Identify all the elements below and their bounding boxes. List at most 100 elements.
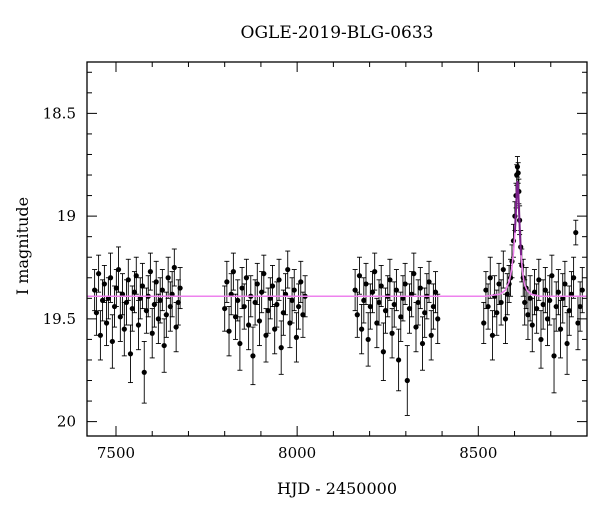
data-point xyxy=(109,338,115,345)
data-layer xyxy=(92,156,585,416)
data-point xyxy=(564,340,570,347)
data-point xyxy=(544,316,551,322)
data-point xyxy=(167,303,173,310)
data-point xyxy=(411,271,417,277)
data-point xyxy=(272,326,278,332)
data-point xyxy=(402,281,408,287)
x-tick-label: 7500 xyxy=(97,444,135,462)
data-point xyxy=(245,322,252,328)
data-point xyxy=(295,303,302,310)
model-curve-peak xyxy=(513,181,523,256)
data-point xyxy=(93,310,100,316)
chart-title: OGLE-2019-BLG-0633 xyxy=(241,23,434,43)
data-point xyxy=(398,314,404,320)
data-point xyxy=(261,271,267,277)
data-point xyxy=(570,275,577,281)
data-point xyxy=(534,305,540,312)
data-point xyxy=(496,281,502,287)
data-point xyxy=(131,289,138,295)
data-point xyxy=(391,301,397,308)
data-point xyxy=(415,299,421,306)
data-point xyxy=(107,275,114,281)
data-point xyxy=(485,303,491,310)
x-tick-label: 8500 xyxy=(459,444,497,462)
data-point xyxy=(133,273,139,279)
data-point xyxy=(113,285,119,291)
data-point xyxy=(274,301,280,308)
data-point xyxy=(125,277,131,283)
data-point xyxy=(143,308,150,314)
data-point xyxy=(97,332,104,338)
data-point xyxy=(141,369,147,375)
data-point xyxy=(135,322,142,328)
y-tick-label: 18.5 xyxy=(43,104,76,122)
y-tick-label: 19 xyxy=(57,207,76,225)
data-point xyxy=(153,279,159,285)
data-point xyxy=(289,297,295,303)
data-point xyxy=(173,324,179,330)
data-point xyxy=(151,301,157,308)
data-point xyxy=(359,326,365,332)
y-tick-label: 20 xyxy=(57,413,76,431)
data-point xyxy=(536,277,542,283)
data-point xyxy=(222,305,228,312)
x-axis-label: HJD - 2450000 xyxy=(277,479,397,498)
data-point xyxy=(504,291,510,297)
data-point xyxy=(372,269,378,275)
data-point xyxy=(417,285,423,291)
data-point xyxy=(237,340,243,347)
data-point xyxy=(481,320,487,326)
data-point xyxy=(514,164,521,170)
data-point xyxy=(382,308,389,314)
data-point xyxy=(393,287,400,293)
data-point xyxy=(254,281,260,287)
data-point xyxy=(577,303,583,310)
data-point xyxy=(101,281,107,287)
data-point xyxy=(232,314,239,320)
data-point xyxy=(265,308,271,314)
data-point xyxy=(551,353,557,359)
data-point xyxy=(363,281,369,287)
data-point xyxy=(428,332,434,338)
data-point xyxy=(500,266,506,273)
data-point xyxy=(298,279,304,285)
data-point xyxy=(483,287,489,293)
data-point xyxy=(487,275,493,281)
data-point xyxy=(542,287,548,293)
data-point xyxy=(139,283,146,289)
data-point xyxy=(369,289,376,295)
data-point xyxy=(498,299,504,306)
data-point xyxy=(367,303,373,310)
data-point xyxy=(422,310,428,316)
y-tick-label: 19.5 xyxy=(43,310,76,328)
data-point xyxy=(489,332,496,338)
axes-layer: 7500 8000 8500 18.5 19 19.5 20 xyxy=(43,61,588,462)
data-point xyxy=(538,336,544,343)
data-point xyxy=(562,281,568,287)
data-point xyxy=(165,275,171,281)
data-point xyxy=(502,316,509,322)
data-point xyxy=(163,312,169,318)
data-point xyxy=(555,289,561,295)
data-point xyxy=(354,312,360,318)
data-point xyxy=(123,299,130,306)
data-point xyxy=(241,303,247,310)
data-point xyxy=(115,266,122,273)
data-point xyxy=(378,283,384,289)
data-point xyxy=(395,357,402,363)
data-point xyxy=(99,297,106,303)
data-point xyxy=(549,273,555,279)
data-point xyxy=(575,320,581,326)
data-point xyxy=(300,312,306,318)
data-point xyxy=(566,308,572,314)
data-point xyxy=(419,340,426,347)
data-point xyxy=(159,287,165,293)
data-point xyxy=(515,170,521,176)
data-point xyxy=(175,299,181,306)
data-point xyxy=(127,351,134,357)
data-point xyxy=(117,314,123,320)
data-point xyxy=(380,349,386,355)
data-point xyxy=(252,299,258,306)
data-point xyxy=(121,326,127,332)
data-point xyxy=(226,328,232,334)
